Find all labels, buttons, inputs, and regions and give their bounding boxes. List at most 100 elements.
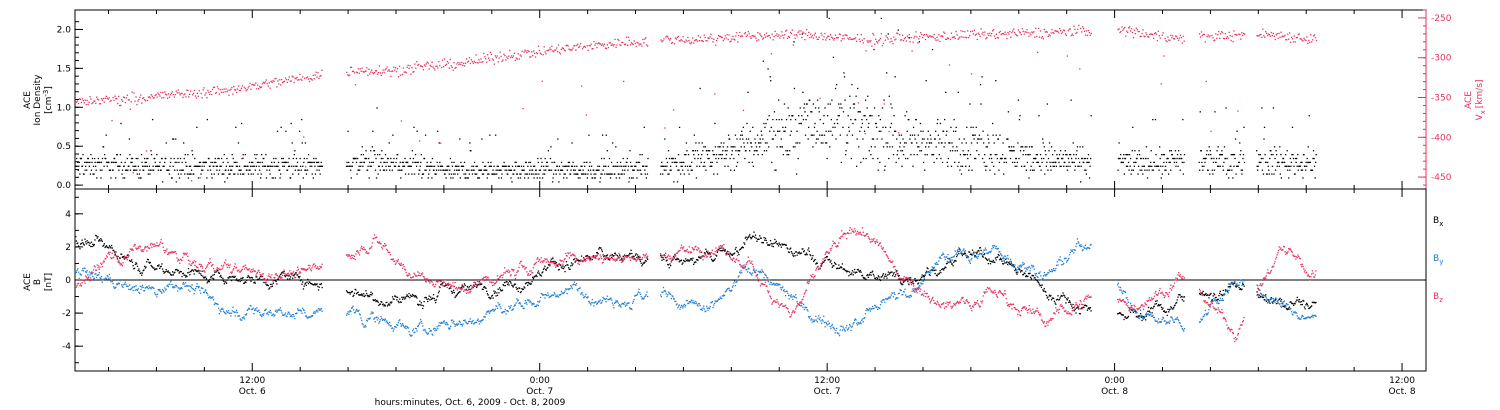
vx-point — [876, 40, 878, 43]
bx-point — [1211, 299, 1213, 301]
vx-point — [820, 32, 822, 34]
bx-point — [232, 275, 234, 278]
density-point — [476, 173, 478, 175]
vx-point — [1117, 28, 1119, 31]
bx-point — [713, 259, 716, 261]
vx-point — [175, 90, 177, 92]
bx-point — [973, 255, 976, 257]
vx-point — [868, 40, 870, 42]
bx-point — [1006, 261, 1008, 263]
bx-point — [907, 280, 909, 283]
bx-point — [417, 304, 420, 306]
density-point — [643, 165, 645, 167]
bx-point — [967, 256, 969, 258]
bx-point — [159, 267, 161, 270]
density-point — [717, 157, 720, 160]
vx-point — [594, 44, 596, 46]
density-point — [865, 157, 867, 160]
density-point — [968, 169, 970, 171]
bx-point — [741, 246, 743, 249]
bx-point — [1166, 314, 1168, 317]
density-point — [259, 161, 261, 164]
density-point — [86, 169, 88, 171]
vx-point — [305, 77, 308, 79]
bx-point — [606, 254, 609, 256]
bx-point — [940, 268, 943, 271]
density-point — [549, 169, 551, 171]
density-point — [414, 153, 417, 156]
density-point — [619, 165, 621, 167]
density-point — [573, 169, 575, 171]
density-point — [1086, 161, 1088, 164]
density-point — [214, 157, 216, 160]
vx-point — [189, 93, 191, 95]
density-point — [482, 173, 485, 175]
density-point — [567, 165, 569, 167]
density-point — [790, 118, 792, 121]
density-point — [76, 157, 78, 160]
vx-point — [1165, 39, 1167, 42]
bx-point — [383, 305, 385, 307]
vx-point — [487, 53, 489, 56]
density-point — [991, 122, 994, 125]
density-point — [737, 153, 740, 156]
vx-point — [1027, 31, 1029, 34]
density-point — [971, 134, 974, 136]
density-point — [140, 177, 142, 179]
density-point — [1303, 153, 1305, 156]
vx-point — [1036, 35, 1038, 38]
density-point — [731, 150, 733, 152]
density-point — [1155, 153, 1157, 156]
density-point — [372, 161, 375, 164]
bx-point — [348, 291, 351, 294]
density-point — [981, 76, 983, 78]
vx-point — [518, 58, 520, 60]
density-point — [1233, 165, 1235, 167]
vx-point — [922, 36, 924, 39]
bx-point — [1125, 317, 1127, 319]
density-point — [601, 134, 604, 136]
vx-point — [1296, 36, 1298, 39]
vx-point — [1074, 28, 1076, 31]
vx-point — [621, 41, 623, 44]
bx-point — [1078, 308, 1080, 310]
density-point — [646, 173, 649, 175]
vx-point — [853, 38, 855, 40]
density-point — [193, 173, 195, 175]
vx-point — [1293, 35, 1296, 37]
bx-point — [304, 283, 306, 285]
vx-point — [858, 38, 861, 40]
vx-point — [286, 81, 289, 84]
density-point — [129, 169, 132, 171]
vx-point — [372, 72, 374, 74]
vx-point — [1156, 39, 1159, 42]
vx-point — [468, 57, 471, 59]
vx-point — [136, 104, 138, 106]
density-point — [472, 169, 474, 171]
bx-point — [179, 270, 182, 273]
density-point — [923, 169, 926, 171]
density-point — [912, 165, 914, 167]
density-point — [1027, 153, 1030, 156]
vx-point — [236, 88, 239, 90]
bx-point — [947, 257, 949, 260]
bx-point — [578, 259, 580, 262]
vx-point — [1215, 33, 1217, 35]
density-point — [1020, 146, 1022, 148]
density-point — [168, 169, 170, 171]
bx-point — [894, 275, 896, 278]
vx-point — [233, 86, 235, 88]
density-point — [839, 134, 841, 136]
vx-point — [742, 109, 745, 112]
density-point — [701, 142, 703, 144]
vx-point — [926, 35, 929, 37]
density-point — [882, 126, 884, 129]
density-point — [360, 165, 362, 167]
vx-point — [346, 71, 348, 74]
density-point — [424, 134, 427, 136]
density-point — [946, 130, 948, 132]
bx-point — [207, 281, 209, 283]
vx-point — [124, 101, 127, 104]
density-point — [608, 173, 610, 175]
bx-point — [816, 262, 818, 264]
